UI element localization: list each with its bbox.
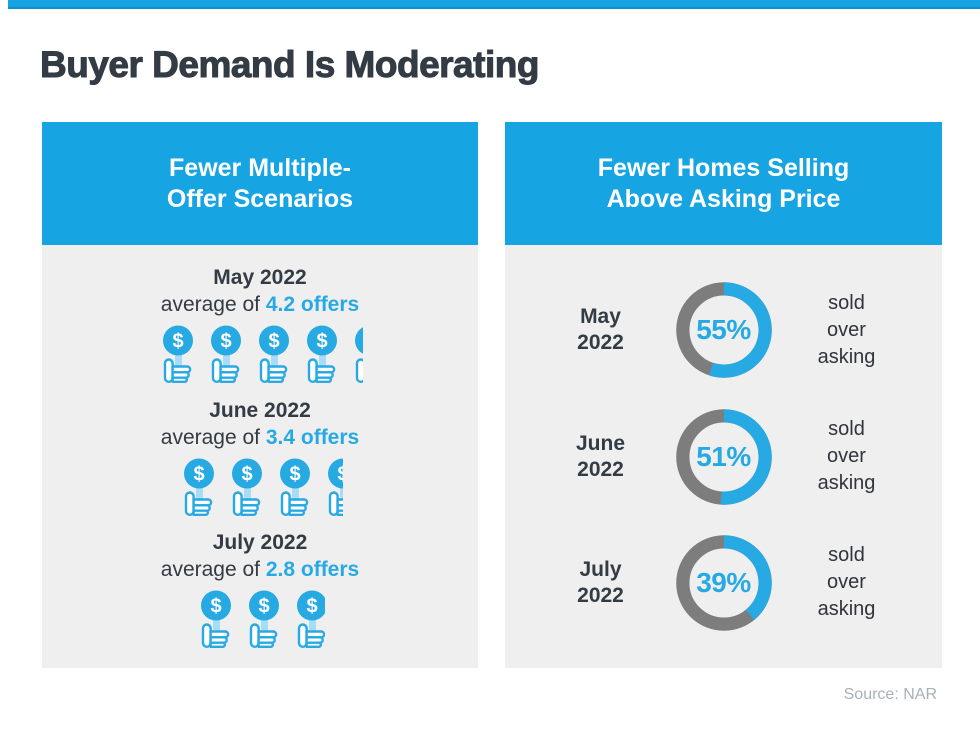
offer-month-label: May 2022 <box>213 266 307 290</box>
dollar-thumbs-up-icon: $ <box>243 590 285 648</box>
svg-text:$: $ <box>258 595 269 617</box>
caption-line: over <box>827 445 866 467</box>
offer-group-june: June 2022 average of 3.4 offers $ $ $ $ <box>42 398 478 516</box>
donut-chart: 55% <box>675 281 773 379</box>
header-line: Offer Scenarios <box>166 184 354 213</box>
dollar-thumbs-up-icon-partial: $ <box>322 458 343 516</box>
page-title: Buyer Demand Is Moderating <box>40 44 540 86</box>
offer-icons-row: $ $ $ <box>42 590 478 648</box>
donut-month-label: May 2022 <box>553 304 649 356</box>
donut-caption: sold over asking <box>799 542 895 623</box>
offer-average-prefix: average of <box>160 425 266 449</box>
offer-icons-row: $ $ $ $ <box>42 458 478 516</box>
dollar-thumbs-up-icon: $ <box>253 325 295 384</box>
donut-caption: sold over asking <box>799 416 895 497</box>
dollar-thumbs-up-icon: $ <box>226 458 268 516</box>
offer-group-july: July 2022 average of 2.8 offers $ $ $ <box>42 530 478 648</box>
svg-text:$: $ <box>289 463 300 485</box>
donut-row-may: May 2022 55% sold over asking <box>505 281 942 379</box>
multiple-offers-panel-header: Fewer Multiple- Offer Scenarios <box>42 122 478 245</box>
caption-line: over <box>827 318 866 341</box>
offer-icons-row: $ $ $ $ $ <box>42 325 478 384</box>
svg-text:$: $ <box>210 595 221 617</box>
donut-percentage-label: 51% <box>696 440 751 472</box>
month-line: May <box>580 305 621 329</box>
offer-average-prefix: average of <box>160 557 266 581</box>
offer-average-value: 3.4 offers <box>265 425 360 449</box>
caption-line: over <box>827 571 866 594</box>
header-line: Fewer Multiple- <box>169 153 351 182</box>
offer-average-value: 2.8 offers <box>265 557 360 581</box>
caption-line: sold <box>828 544 865 567</box>
dollar-thumbs-up-icon: $ <box>195 590 237 648</box>
svg-text:$: $ <box>316 331 327 353</box>
dollar-thumbs-up-icon: $ <box>205 325 247 384</box>
donut-percentage-label: 55% <box>696 314 751 346</box>
dollar-thumbs-up-icon: $ <box>274 458 316 516</box>
multiple-offers-panel-body: May 2022 average of 4.2 offers $ $ $ $ $ Jun… <box>42 245 478 668</box>
sold-over-asking-panel-header: Fewer Homes Selling Above Asking Price <box>505 122 942 245</box>
svg-text:$: $ <box>268 331 279 353</box>
offer-group-may: May 2022 average of 4.2 offers $ $ $ $ $ <box>42 265 478 384</box>
svg-text:$: $ <box>172 331 183 353</box>
offer-average-prefix: average of <box>160 293 266 317</box>
donut-row-july: July 2022 39% sold over asking <box>505 534 942 632</box>
dollar-thumbs-up-icon: $ <box>301 325 343 384</box>
donut-caption: sold over asking <box>799 290 895 371</box>
month-line: June <box>575 431 625 455</box>
sold-over-asking-panel: Fewer Homes Selling Above Asking Price M… <box>505 122 942 668</box>
donut-chart: 39% <box>675 534 773 632</box>
offer-month-label: June 2022 <box>209 398 311 422</box>
donut-chart: 51% <box>675 408 773 506</box>
month-line: 2022 <box>577 583 624 607</box>
caption-line: sold <box>828 291 865 314</box>
multiple-offers-panel: Fewer Multiple- Offer Scenarios May 2022… <box>42 122 478 668</box>
caption-line: asking <box>817 598 876 621</box>
dollar-thumbs-up-icon: $ <box>178 458 220 516</box>
donut-month-label: June 2022 <box>553 431 649 483</box>
offer-month-label: July 2022 <box>212 530 308 554</box>
sold-over-asking-panel-body: May 2022 55% sold over asking June 2022 51% … <box>505 245 942 668</box>
header-line: Above Asking Price <box>606 184 841 213</box>
donut-month-label: July 2022 <box>553 557 649 609</box>
donut-percentage-label: 39% <box>696 566 751 598</box>
dollar-thumbs-up-icon: $ <box>157 325 199 384</box>
svg-text:$: $ <box>241 463 252 485</box>
offer-average-value: 4.2 offers <box>265 293 360 317</box>
dollar-thumbs-up-icon-partial: $ <box>291 590 325 648</box>
svg-text:$: $ <box>220 331 231 353</box>
svg-text:$: $ <box>337 463 343 485</box>
caption-line: sold <box>828 418 865 440</box>
caption-line: asking <box>817 472 876 494</box>
month-line: 2022 <box>577 331 624 355</box>
svg-text:$: $ <box>193 463 204 485</box>
header-line: Fewer Homes Selling <box>597 153 850 182</box>
offer-average-label: average of 3.4 offers <box>42 425 478 451</box>
dollar-thumbs-up-icon-partial: $ <box>349 325 363 384</box>
month-line: 2022 <box>577 457 624 481</box>
source-credit: Source: NAR <box>843 686 937 703</box>
month-line: July <box>579 557 622 581</box>
svg-text:$: $ <box>306 595 317 617</box>
caption-line: asking <box>817 345 876 368</box>
donut-row-june: June 2022 51% sold over asking <box>505 408 942 506</box>
offer-average-label: average of 4.2 offers <box>42 292 478 318</box>
offer-average-label: average of 2.8 offers <box>42 557 478 583</box>
top-accent-bar <box>8 0 980 9</box>
